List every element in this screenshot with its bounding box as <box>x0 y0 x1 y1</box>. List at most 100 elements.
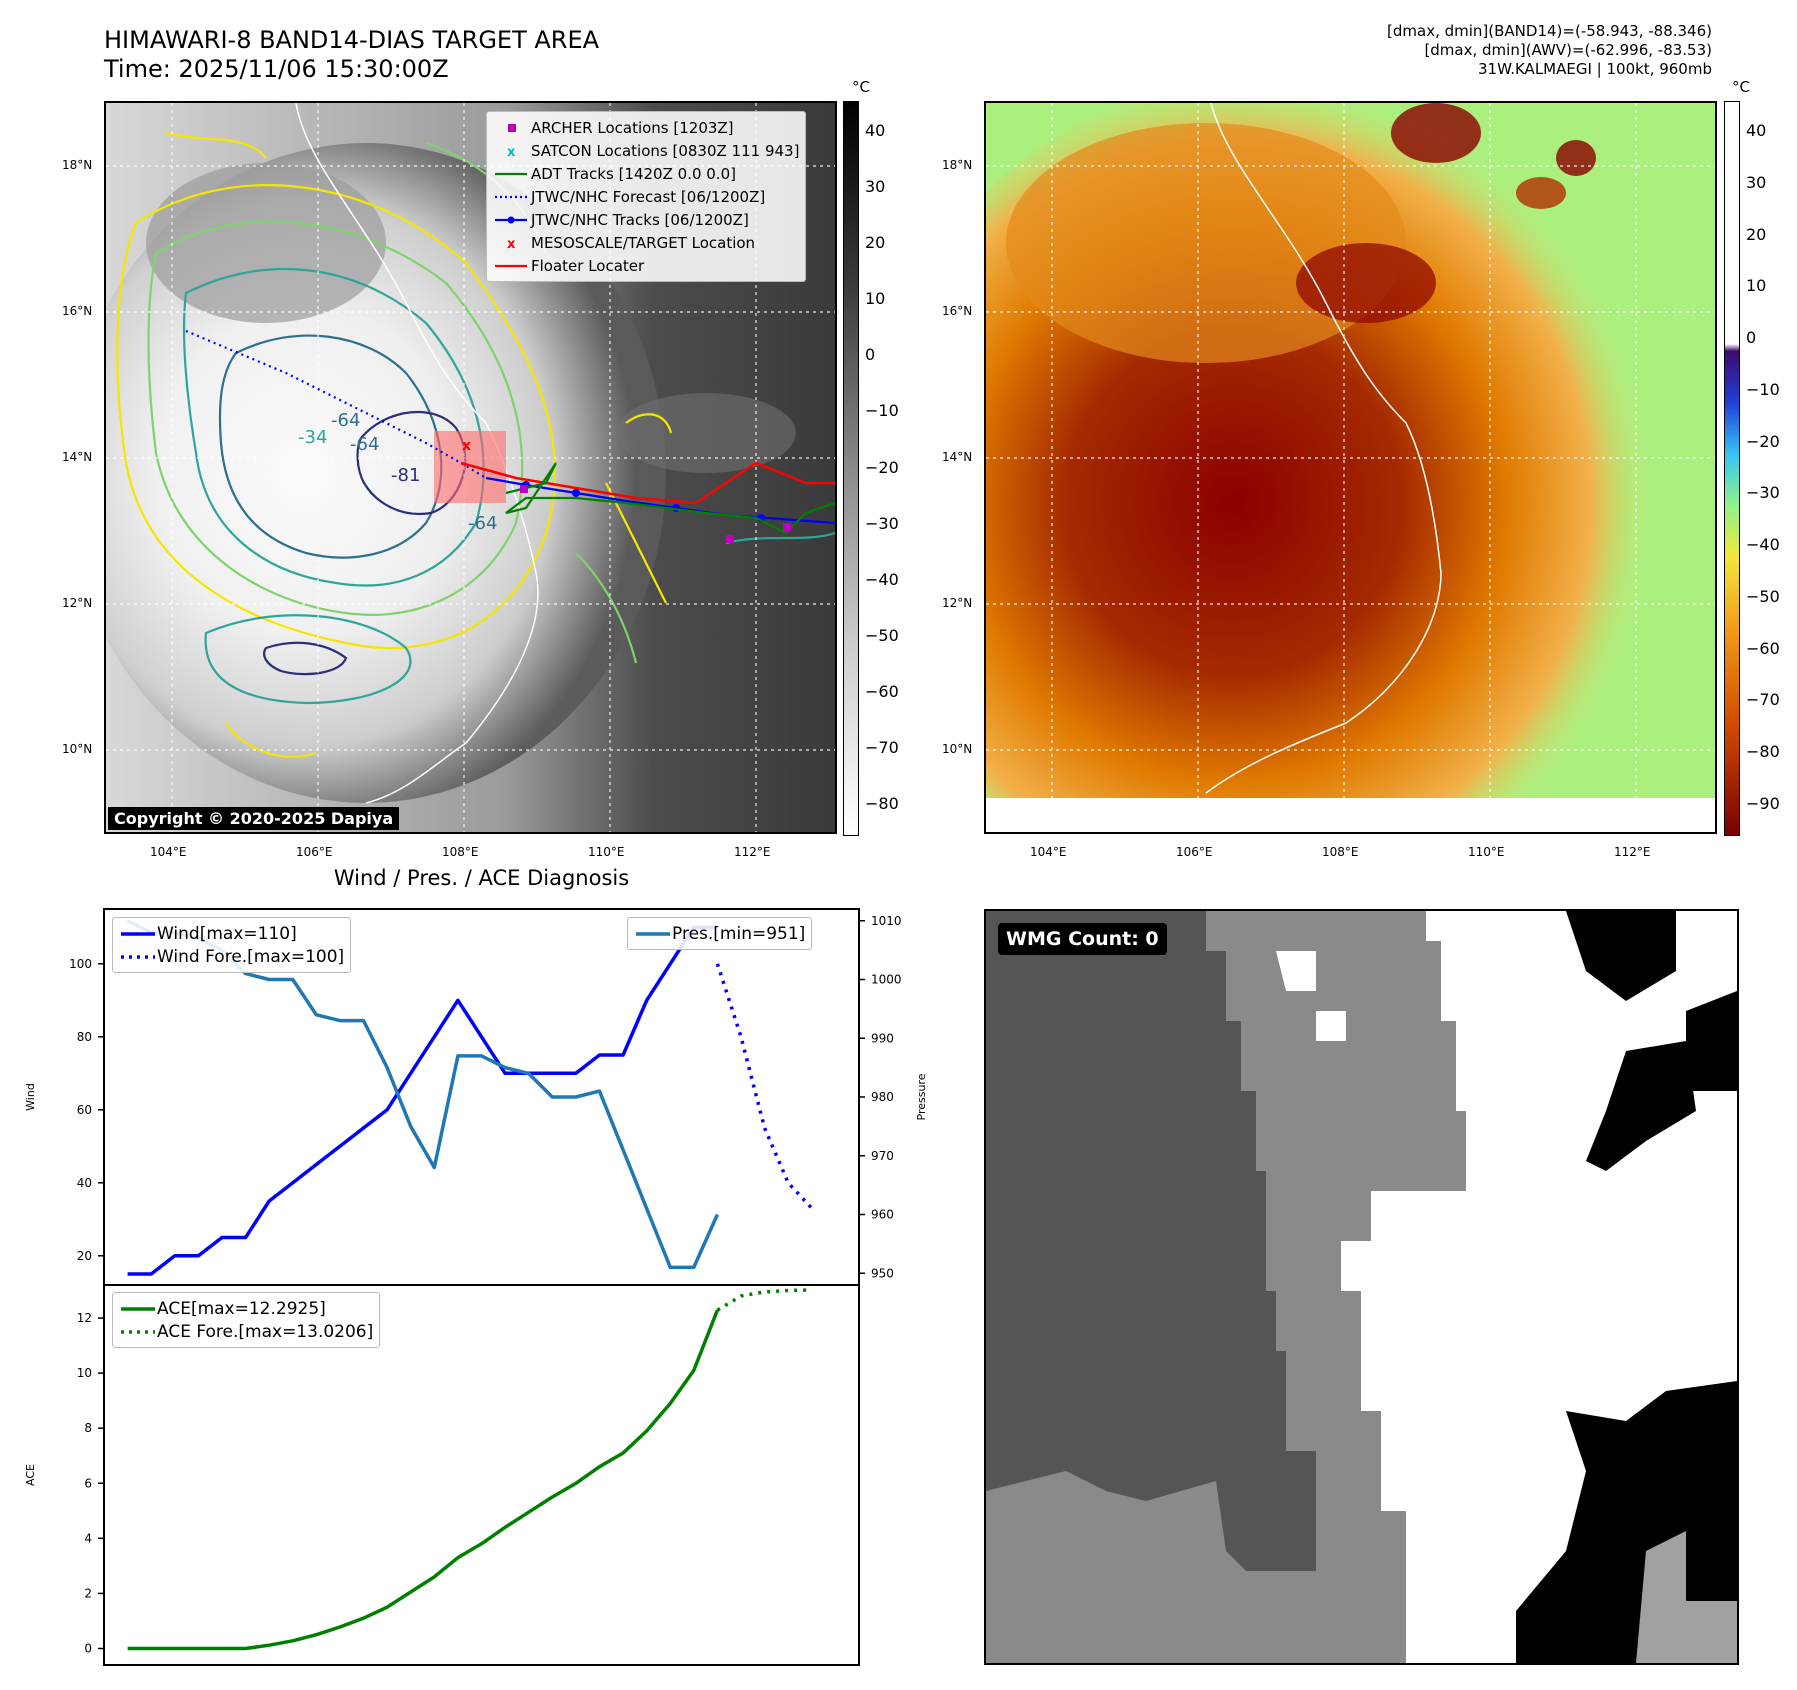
ir-legend: ARCHER Locations [1203Z] x SATCON Locati… <box>486 111 807 282</box>
svg-text:x: x <box>507 237 516 250</box>
wind-pressure-chart: 20 40 60 80 100 950 960 970 980 990 1000 1010 Pressu… <box>24 908 928 1286</box>
y-tick-label: 2 <box>84 1586 92 1600</box>
legend-jtwc-forecast: JTWC/NHC Forecast [06/1200Z] <box>493 185 799 208</box>
colorbar-tick: −60 <box>1746 638 1780 658</box>
colorbar-tick: −70 <box>1746 690 1780 710</box>
x-marker-icon: x <box>507 237 516 250</box>
lon-tick: 108°E <box>1322 845 1359 859</box>
colorbar-tick: 10 <box>865 289 886 309</box>
legend-mesoscale: x MESOSCALE/TARGET Location <box>493 231 799 254</box>
solid-line-icon <box>121 931 155 936</box>
y-tick-label: 8 <box>84 1421 92 1435</box>
contour-label: -64 <box>468 513 497 534</box>
colorbar-tick: 40 <box>1746 121 1767 140</box>
awv-map-svg <box>986 103 1715 832</box>
y-right-tick-label: 1000 <box>871 973 902 987</box>
colorbar-tick: 30 <box>865 177 886 197</box>
y-right-tick-label: 960 <box>871 1208 894 1222</box>
lat-tick: 12°N <box>62 596 93 610</box>
colorbar-tick: −80 <box>1746 742 1780 762</box>
lon-tick: 110°E <box>588 845 625 859</box>
y-right-tick-label: 1010 <box>871 914 902 928</box>
meta-line-3: 31W.KALMAEGI | 100kt, 960mb <box>1478 60 1712 78</box>
y-tick-label: 0 <box>84 1641 92 1655</box>
contour-label: -34 <box>298 427 327 448</box>
contour-label: -64 <box>331 410 360 431</box>
lat-tick: 18°N <box>62 158 93 172</box>
y-right-axis-label: Pressure <box>915 1073 928 1120</box>
legend-floater: Floater Locater <box>493 254 799 277</box>
time-text: Time: 2025/11/06 15:30:00Z <box>104 55 449 83</box>
colorbar-tick: −80 <box>865 794 899 813</box>
colorbar-tick: −90 <box>1746 794 1780 813</box>
legend-wind: Wind[max=110] <box>119 922 344 945</box>
wmg-count-badge: WMG Count: 0 <box>998 923 1167 955</box>
y-right-tick-label: 990 <box>871 1031 894 1045</box>
lat-tick: 16°N <box>942 304 973 318</box>
colorbar-tick: 0 <box>865 345 876 365</box>
lat-tick: 10°N <box>62 742 93 756</box>
pressure-legend: Pres.[min=951] <box>627 917 813 950</box>
lon-tick: 106°E <box>1176 845 1213 859</box>
solid-line-icon <box>636 931 670 936</box>
dotted-line-icon <box>121 954 155 959</box>
ir-colorbar-unit: °C <box>852 78 870 96</box>
legend-ace-forecast: ACE Fore.[max=13.0206] <box>119 1320 373 1343</box>
legend-wind-forecast: Wind Fore.[max=100] <box>119 945 344 968</box>
colorbar-tick: −20 <box>1746 431 1780 451</box>
y-right-tick-label: 970 <box>871 1149 894 1163</box>
contour-label: -81 <box>391 465 420 486</box>
colorbar-tick: −30 <box>865 513 899 533</box>
y-tick-label: 40 <box>77 1176 92 1190</box>
colorbar-tick: −50 <box>865 625 899 645</box>
wmg-map-svg <box>986 911 1737 1663</box>
colorbar-tick: 20 <box>865 233 886 253</box>
line-with-dots-icon <box>495 216 527 223</box>
solid-line-icon <box>495 172 527 175</box>
y-tick-label: 4 <box>84 1531 92 1545</box>
lon-tick: 108°E <box>442 845 479 859</box>
awv-colorbar <box>1724 101 1740 836</box>
colorbar-tick: −30 <box>1746 483 1780 503</box>
forecast-track <box>185 329 487 479</box>
ace-legend: ACE[max=12.2925] ACE Fore.[max=13.0206] <box>112 1292 381 1348</box>
wmg-panel: WMG Count: 0 <box>984 909 1739 1665</box>
y-axis-label: ACE <box>24 1464 37 1486</box>
lat-tick: 18°N <box>942 158 973 172</box>
legend-ace: ACE[max=12.2925] <box>119 1297 373 1320</box>
legend-satcon: x SATCON Locations [0830Z 111 943] <box>493 139 799 162</box>
dotted-line-icon <box>495 195 527 198</box>
dotted-line-icon <box>121 1329 155 1334</box>
legend-pressure: Pres.[min=951] <box>634 922 805 945</box>
colorbar-tick: 20 <box>1746 224 1767 244</box>
figure-title: HIMAWARI-8 BAND14-DIAS TARGET AREA Time:… <box>104 26 599 84</box>
colorbar-tick: 0 <box>1746 328 1757 348</box>
copyright-label: Copyright © 2020-2025 Dapiya <box>108 807 400 830</box>
lat-tick: 14°N <box>942 450 973 464</box>
y-tick-label: 12 <box>77 1311 92 1325</box>
adt-track <box>505 462 835 535</box>
colorbar-tick: 30 <box>1746 172 1767 192</box>
legend-archer: ARCHER Locations [1203Z] <box>493 116 799 139</box>
lon-tick: 104°E <box>1030 845 1067 859</box>
colorbar-tick: −10 <box>1746 379 1780 399</box>
diagnosis-chart: 2040608010095096097098099010001010Pressu… <box>24 908 928 1666</box>
meta-line-1: [dmax, dmin](BAND14)=(-58.943, -88.346) <box>1387 22 1712 40</box>
awv-colorbar-unit: °C <box>1732 78 1750 96</box>
wind-legend: Wind[max=110] Wind Fore.[max=100] <box>112 917 352 973</box>
contour-label: -64 <box>350 434 379 455</box>
awv-panel <box>984 101 1717 834</box>
y-tick-label: 20 <box>77 1249 92 1263</box>
lat-tick: 16°N <box>62 304 93 318</box>
y-tick-label: 60 <box>77 1103 92 1117</box>
y-right-tick-label: 980 <box>871 1090 894 1104</box>
lon-tick: 112°E <box>734 845 771 859</box>
meta-line-2: [dmax, dmin](AWV)=(-62.996, -83.53) <box>1424 41 1712 59</box>
colorbar-tick: −40 <box>865 569 899 589</box>
y-tick-label: 10 <box>77 1366 92 1380</box>
title-text: HIMAWARI-8 BAND14-DIAS TARGET AREA <box>104 26 600 54</box>
lat-tick: 12°N <box>942 596 973 610</box>
floater-box <box>434 431 506 503</box>
ace-chart: 0 2 4 6 8 10 12 ACE <box>24 1284 860 1666</box>
x-marker-icon: x <box>507 145 516 158</box>
